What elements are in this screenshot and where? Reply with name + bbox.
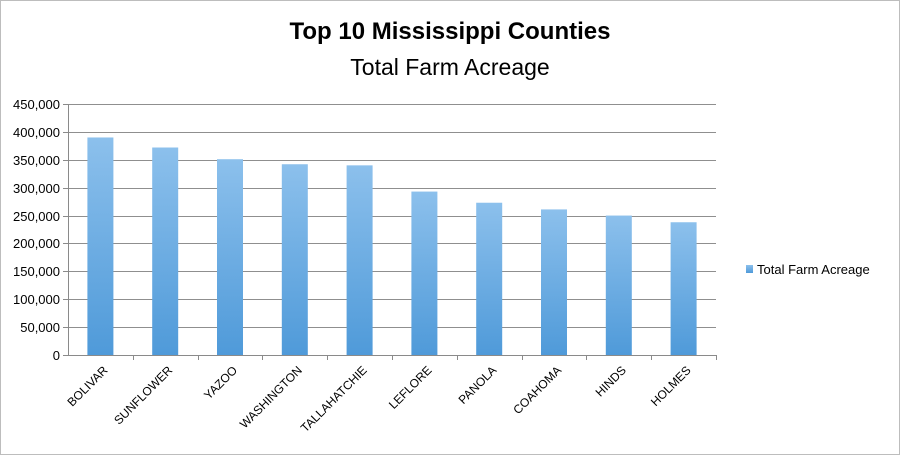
chart-subtitle: Total Farm Acreage <box>350 54 550 80</box>
y-tick-label: 100,000 <box>13 292 60 307</box>
bar-panola <box>476 202 503 355</box>
legend-label: Total Farm Acreage <box>757 262 870 277</box>
x-tick-label: LEFLORE <box>386 363 435 412</box>
x-tick-label: HINDS <box>593 363 629 399</box>
bar-hinds <box>605 215 632 355</box>
x-tick-label: TALLAHATCHIE <box>298 363 370 435</box>
bar-holmes <box>670 222 697 355</box>
x-tick-label: BOLIVAR <box>64 363 110 409</box>
bar-tallahatchie <box>346 165 373 355</box>
y-tick-label: 0 <box>53 348 60 363</box>
bar-yazoo <box>217 159 243 355</box>
x-tick-label: COAHOMA <box>510 363 564 417</box>
x-tick-label: SUNFLOWER <box>111 363 175 427</box>
bar-coahoma <box>541 209 567 355</box>
x-tick-label: PANOLA <box>456 363 500 407</box>
y-tick-label: 350,000 <box>13 153 60 168</box>
bar-leflore <box>411 191 438 355</box>
legend: Total Farm Acreage <box>746 262 870 277</box>
chart-title: Top 10 Mississippi Counties <box>289 18 611 45</box>
x-tick-label: WASHINGTON <box>237 363 305 431</box>
y-tick-label: 150,000 <box>13 264 60 279</box>
y-tick-label: 400,000 <box>13 125 60 140</box>
y-tick-label: 450,000 <box>13 97 60 112</box>
legend-swatch <box>746 265 753 273</box>
y-tick-label: 50,000 <box>20 320 60 335</box>
y-tick-label: 200,000 <box>13 236 60 251</box>
bar-bolivar <box>87 137 114 355</box>
x-tick-label: HOLMES <box>648 363 694 409</box>
x-tick-label: YAZOO <box>201 363 240 402</box>
bar-washington <box>281 164 308 355</box>
bar-sunflower <box>152 147 179 355</box>
y-tick-label: 250,000 <box>13 209 60 224</box>
x-axis-labels: BOLIVAR SUNFLOWER YAZOOWASHINGTONTALLAHATC… <box>64 363 693 435</box>
bars <box>87 137 697 355</box>
y-tick-label: 300,000 <box>13 181 60 196</box>
y-axis-ticks: 0 50,000 100,000 150,000 200,000 250,000 300,0… <box>13 97 60 363</box>
